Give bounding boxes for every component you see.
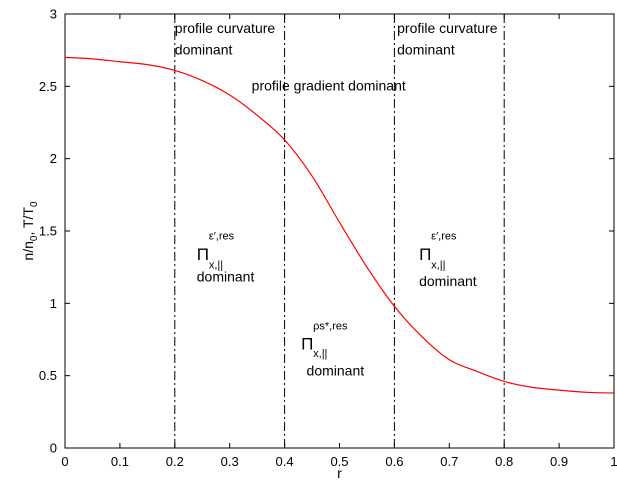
annotation-text: dominant [307,363,365,379]
annotation-text: Π [197,245,209,264]
y-tick-label: 3 [50,7,57,22]
x-tick-label: 0.8 [495,454,513,469]
annotation-text: ρs*,res [313,320,348,332]
x-axis-label: r [337,465,342,481]
annotation-text: profile gradient dominant [252,78,406,94]
y-tick-label: 2 [50,151,57,166]
annotation-text: x,|| [209,260,223,272]
annotation-text: dominant [175,42,233,58]
annotation-text: profile curvature [397,20,498,36]
annotation-text: Π [419,245,431,264]
annotation-text: ε′,res [209,231,235,243]
y-tick-label: 0.5 [39,368,57,383]
x-tick-label: 0.3 [221,454,239,469]
y-tick-label: 1.5 [39,224,57,239]
x-tick-label: 0.9 [550,454,568,469]
series-line [64,56,615,394]
annotation-text: profile curvature [175,20,276,36]
y-axis-label: n/n0, T/T0 [20,201,40,261]
plot-frame [64,13,615,449]
dash-dot-reference-lines [174,14,505,448]
y-axis-label-t: , T/T [20,207,36,236]
x-tick-label: 0.6 [385,454,403,469]
x-tick-label: 0.1 [111,454,129,469]
x-tick-label: 1 [610,454,617,469]
y-tick-labels: 0 0.5 1 1.5 2 2.5 3 [39,7,57,456]
annotations: profile curvature dominant profile gradien… [175,20,498,379]
y-axis-label-sub-0b: 0 [29,201,40,207]
x-tick-label: 0.2 [166,454,184,469]
annotation-text: x,|| [313,348,327,360]
annotation-text: Π [301,335,313,354]
annotation-text: x,|| [431,260,445,272]
x-tick-label: 0.7 [440,454,458,469]
x-tick-label: 0 [61,454,68,469]
annotation-text: dominant [397,42,455,58]
data-series [64,56,615,394]
y-tick-label: 0 [50,441,57,456]
annotation-text: dominant [197,269,255,285]
y-tick-label: 1 [50,296,57,311]
y-axis-label-n: n/n [20,241,36,260]
annotation-text: dominant [419,273,477,289]
y-tick-label: 2.5 [39,79,57,94]
x-tick-label: 0.5 [330,454,348,469]
annotation-text: ε′,res [431,231,457,243]
x-tick-label: 0.4 [276,454,294,469]
x-tick-labels: 0 0.1 0.2 0.3 0.4 0.5 0.6 0.7 0.8 0.9 1 [61,454,617,469]
y-axis-label-sub-0: 0 [29,235,40,241]
